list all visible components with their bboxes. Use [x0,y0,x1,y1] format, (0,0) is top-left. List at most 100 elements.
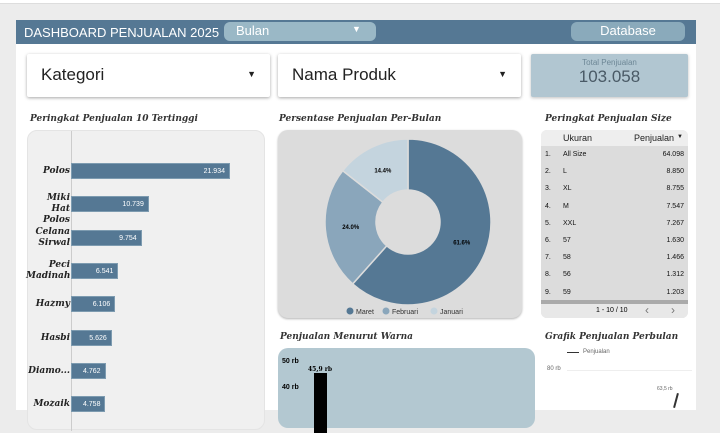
bar: 6.106 [71,296,116,312]
nama-produk-label: Nama Produk [292,65,396,84]
month-filter[interactable]: Bulan ▼ [224,22,376,41]
caret-down-icon: ▼ [247,69,256,79]
table-cell: 7. [545,254,551,262]
table-row[interactable]: 5. XXL 7.267 [541,215,688,232]
legend-label: Februari [392,309,419,316]
table-cell: 7.267 [666,219,684,227]
bar-value-label: 45,9 rb [308,366,333,373]
table-header: Ukuran Penjualan ▼ [541,130,688,146]
y-tick: 80 rb [547,366,561,372]
table-cell: 4. [545,202,551,210]
table-row[interactable]: 3. XL 8.755 [541,180,688,197]
bar: 6.541 [71,263,119,279]
bar-value-label: 6.106 [92,301,111,308]
pie-title: Persentase Penjualan Per-Bulan [279,114,442,124]
table-cell: 1.630 [666,237,684,245]
total-penjualan-scorecard: Total Penjualan 103.058 [531,54,688,97]
table-cell: 1.312 [666,271,684,279]
table-cell: XL [563,185,572,193]
pagination: 1 - 10 / 10 ‹ › [541,303,688,318]
month-filter-label: Bulan [236,23,270,38]
table-row[interactable]: 7. 58 1.466 [541,249,688,266]
legend-label: Maret [356,309,374,316]
total-label: Total Penjualan [582,58,637,67]
bar-category-label: Polos [42,166,70,176]
table-row[interactable]: 2. L 8.850 [541,163,688,180]
bar-warna [314,373,327,433]
bar-value-label: 9.754 [119,235,137,242]
legend-label: Januari [440,309,463,316]
table-cell: XXL [563,219,577,227]
table-cell: 3. [545,185,551,193]
bar-value-label: 21.934 [203,168,225,175]
nama-produk-filter[interactable]: Nama Produk ▼ [278,54,521,97]
table-cell: 2. [545,168,551,176]
table-cell: 7.547 [666,202,684,210]
database-button[interactable]: Database [571,22,685,41]
bar-value-label: 10.739 [122,201,144,208]
scrollbar[interactable] [541,300,688,304]
table-cell: 9. [545,288,551,296]
chevron-right-icon[interactable]: › [671,303,675,317]
donut-chart: 61.6% 24.0% 14.4% Maret Februari Januari [324,138,492,316]
slice-label: 14.4% [374,168,392,174]
table-row[interactable]: 8. 56 1.312 [541,266,688,283]
grafik-title: Grafik Penjualan Perbulan [545,332,679,342]
table-cell: 1.203 [666,288,684,296]
legend-dot-icon [430,307,438,315]
size-title: Peringkat Penjualan Size [545,114,672,124]
warna-title: Penjualan Menurut Warna [280,332,413,342]
pagination-label: 1 - 10 / 10 [596,307,628,314]
column-ukuran[interactable]: Ukuran [563,133,593,143]
table-row[interactable]: 6. 57 1.630 [541,232,688,249]
kategori-label: Kategori [41,65,105,84]
table-cell: All Size [563,151,587,159]
y-tick: 40 rb [282,384,299,391]
bar: 4.758 [71,396,106,412]
bar-category-label: Peci Madinah [26,260,71,281]
top10-title: Peringkat Penjualan 10 Tertinggi [30,114,198,124]
table-cell: 8. [545,271,551,279]
caret-down-icon: ▼ [352,24,361,34]
table-row[interactable]: 4. M 7.547 [541,198,688,215]
bar-value-label: 5.626 [89,335,107,342]
sort-desc-icon[interactable]: ▼ [677,134,683,140]
table-row[interactable]: 9. 59 1.203 [541,284,688,301]
legend-label: Penjualan [583,349,610,355]
table-cell: L [563,168,567,176]
table-row[interactable]: 1. All Size 64.098 [541,146,688,163]
bar: 21.934 [71,163,230,179]
pie-panel: 61.6% 24.0% 14.4% Maret Februari Januari [278,130,522,318]
donut-slice-februari [324,169,388,285]
column-penjualan[interactable]: Penjualan [633,133,674,143]
legend-line-icon [567,352,579,353]
table-cell: 57 [563,237,571,245]
kategori-filter[interactable]: Kategori ▼ [27,54,270,97]
table-cell: 1.466 [666,254,684,262]
bar-category-label: Hazmy [35,299,70,309]
table-cell: 64.098 [662,151,684,159]
warna-bar-chart: 50 rb 40 rb 45,9 rb [278,348,535,433]
top-strip [0,0,720,4]
bar-category-label: Diamo... [28,366,70,376]
point-label: 63,5 rb [657,386,673,392]
y-tick: 50 rb [282,358,299,365]
bar: 9.754 [71,230,142,246]
total-value: 103.058 [578,67,641,86]
header-bar: DASHBOARD PENJUALAN 2025 Bulan ▼ Database [16,20,696,44]
bar-category-label: Miki Hat Polos [42,193,70,225]
size-table-body: 1. All Size 64.098 2. L 8.850 3. XL 8.755 4. M 7.54… [541,146,688,301]
dashboard: DASHBOARD PENJUALAN 2025 Bulan ▼ Database… [16,20,696,433]
bar: 4.762 [71,363,106,379]
bar-value-label: 6.541 [95,268,114,275]
table-cell: 8.755 [666,185,684,193]
table-cell: 8.850 [666,168,684,176]
bar: 5.626 [71,330,112,346]
legend-dot-icon [382,307,390,315]
table-cell: 1. [545,151,551,159]
chevron-left-icon[interactable]: ‹ [645,303,649,317]
slice-label: 61.6% [453,240,471,246]
grafik-line-chart: Penjualan 80 rb 63,5 rb [545,348,695,409]
table-cell: 59 [563,288,571,296]
donut-slice-januari [341,138,409,204]
